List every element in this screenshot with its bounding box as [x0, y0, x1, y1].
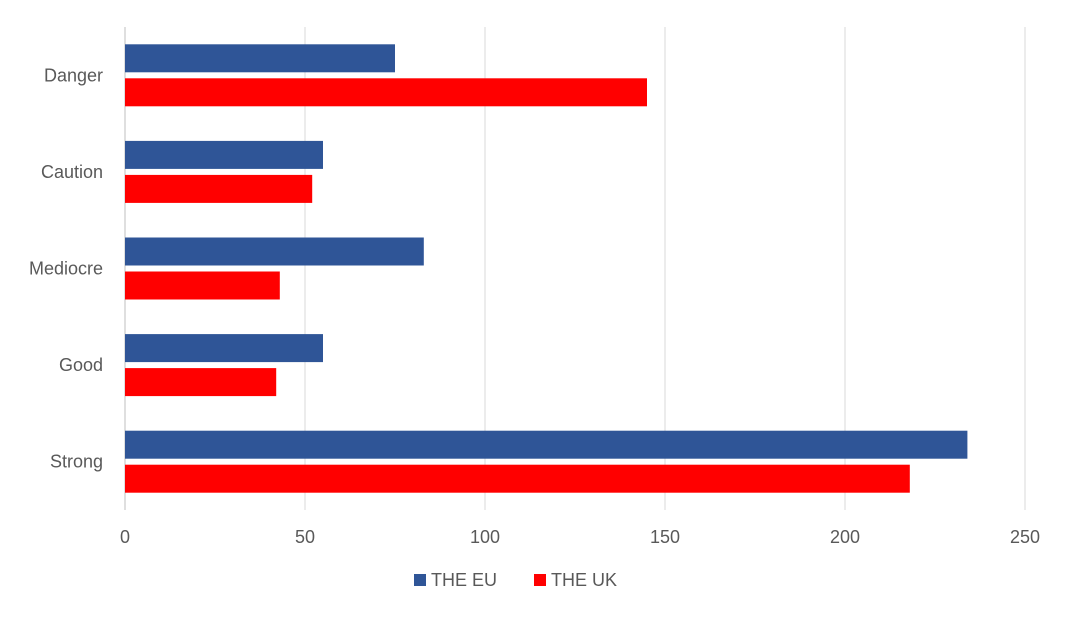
bar-caution-the-eu	[125, 140, 323, 169]
bars	[125, 44, 968, 493]
gridlines	[124, 27, 1026, 510]
legend-swatch	[414, 574, 426, 586]
x-tick-labels: 0 50 100 150 200 250	[120, 527, 1040, 547]
bar-strong-the-eu	[125, 430, 968, 459]
x-tick-label: 150	[650, 527, 680, 547]
category-label: Good	[59, 355, 103, 375]
bar-good-the-eu	[125, 334, 323, 363]
bar-danger-the-eu	[125, 44, 395, 73]
bar-caution-the-uk	[125, 174, 313, 203]
bar-danger-the-uk	[125, 78, 647, 107]
x-tick-label: 0	[120, 527, 130, 547]
category-label: Mediocre	[29, 259, 103, 279]
x-tick-label: 100	[470, 527, 500, 547]
bar-mediocre-the-eu	[125, 237, 424, 266]
bar-good-the-uk	[125, 368, 277, 397]
legend: THE EU THE UK	[414, 570, 617, 590]
category-labels: Danger Caution Mediocre Good Strong	[29, 65, 103, 471]
legend-swatch	[534, 574, 546, 586]
category-label: Strong	[50, 452, 103, 472]
category-label: Caution	[41, 162, 103, 182]
x-tick-label: 200	[830, 527, 860, 547]
category-label: Danger	[44, 65, 103, 85]
bar-mediocre-the-uk	[125, 271, 280, 300]
x-tick-label: 250	[1010, 527, 1040, 547]
legend-label: THE EU	[431, 570, 497, 590]
bar-strong-the-uk	[125, 464, 910, 493]
x-tick-label: 50	[295, 527, 315, 547]
legend-label: THE UK	[551, 570, 617, 590]
